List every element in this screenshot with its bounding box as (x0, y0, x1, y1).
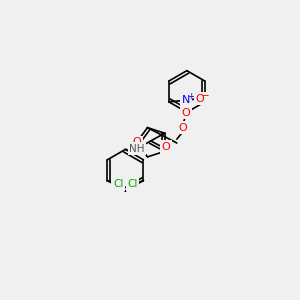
Text: O: O (162, 142, 171, 152)
Text: Cl: Cl (113, 179, 123, 189)
Text: NH: NH (129, 144, 145, 154)
Text: O: O (178, 123, 188, 133)
Text: O: O (132, 137, 141, 147)
Text: −: − (201, 91, 209, 101)
Text: Cl: Cl (128, 179, 138, 189)
Text: O: O (195, 94, 204, 104)
Text: O: O (182, 108, 190, 118)
Text: N: N (182, 95, 190, 105)
Text: +: + (188, 92, 195, 101)
